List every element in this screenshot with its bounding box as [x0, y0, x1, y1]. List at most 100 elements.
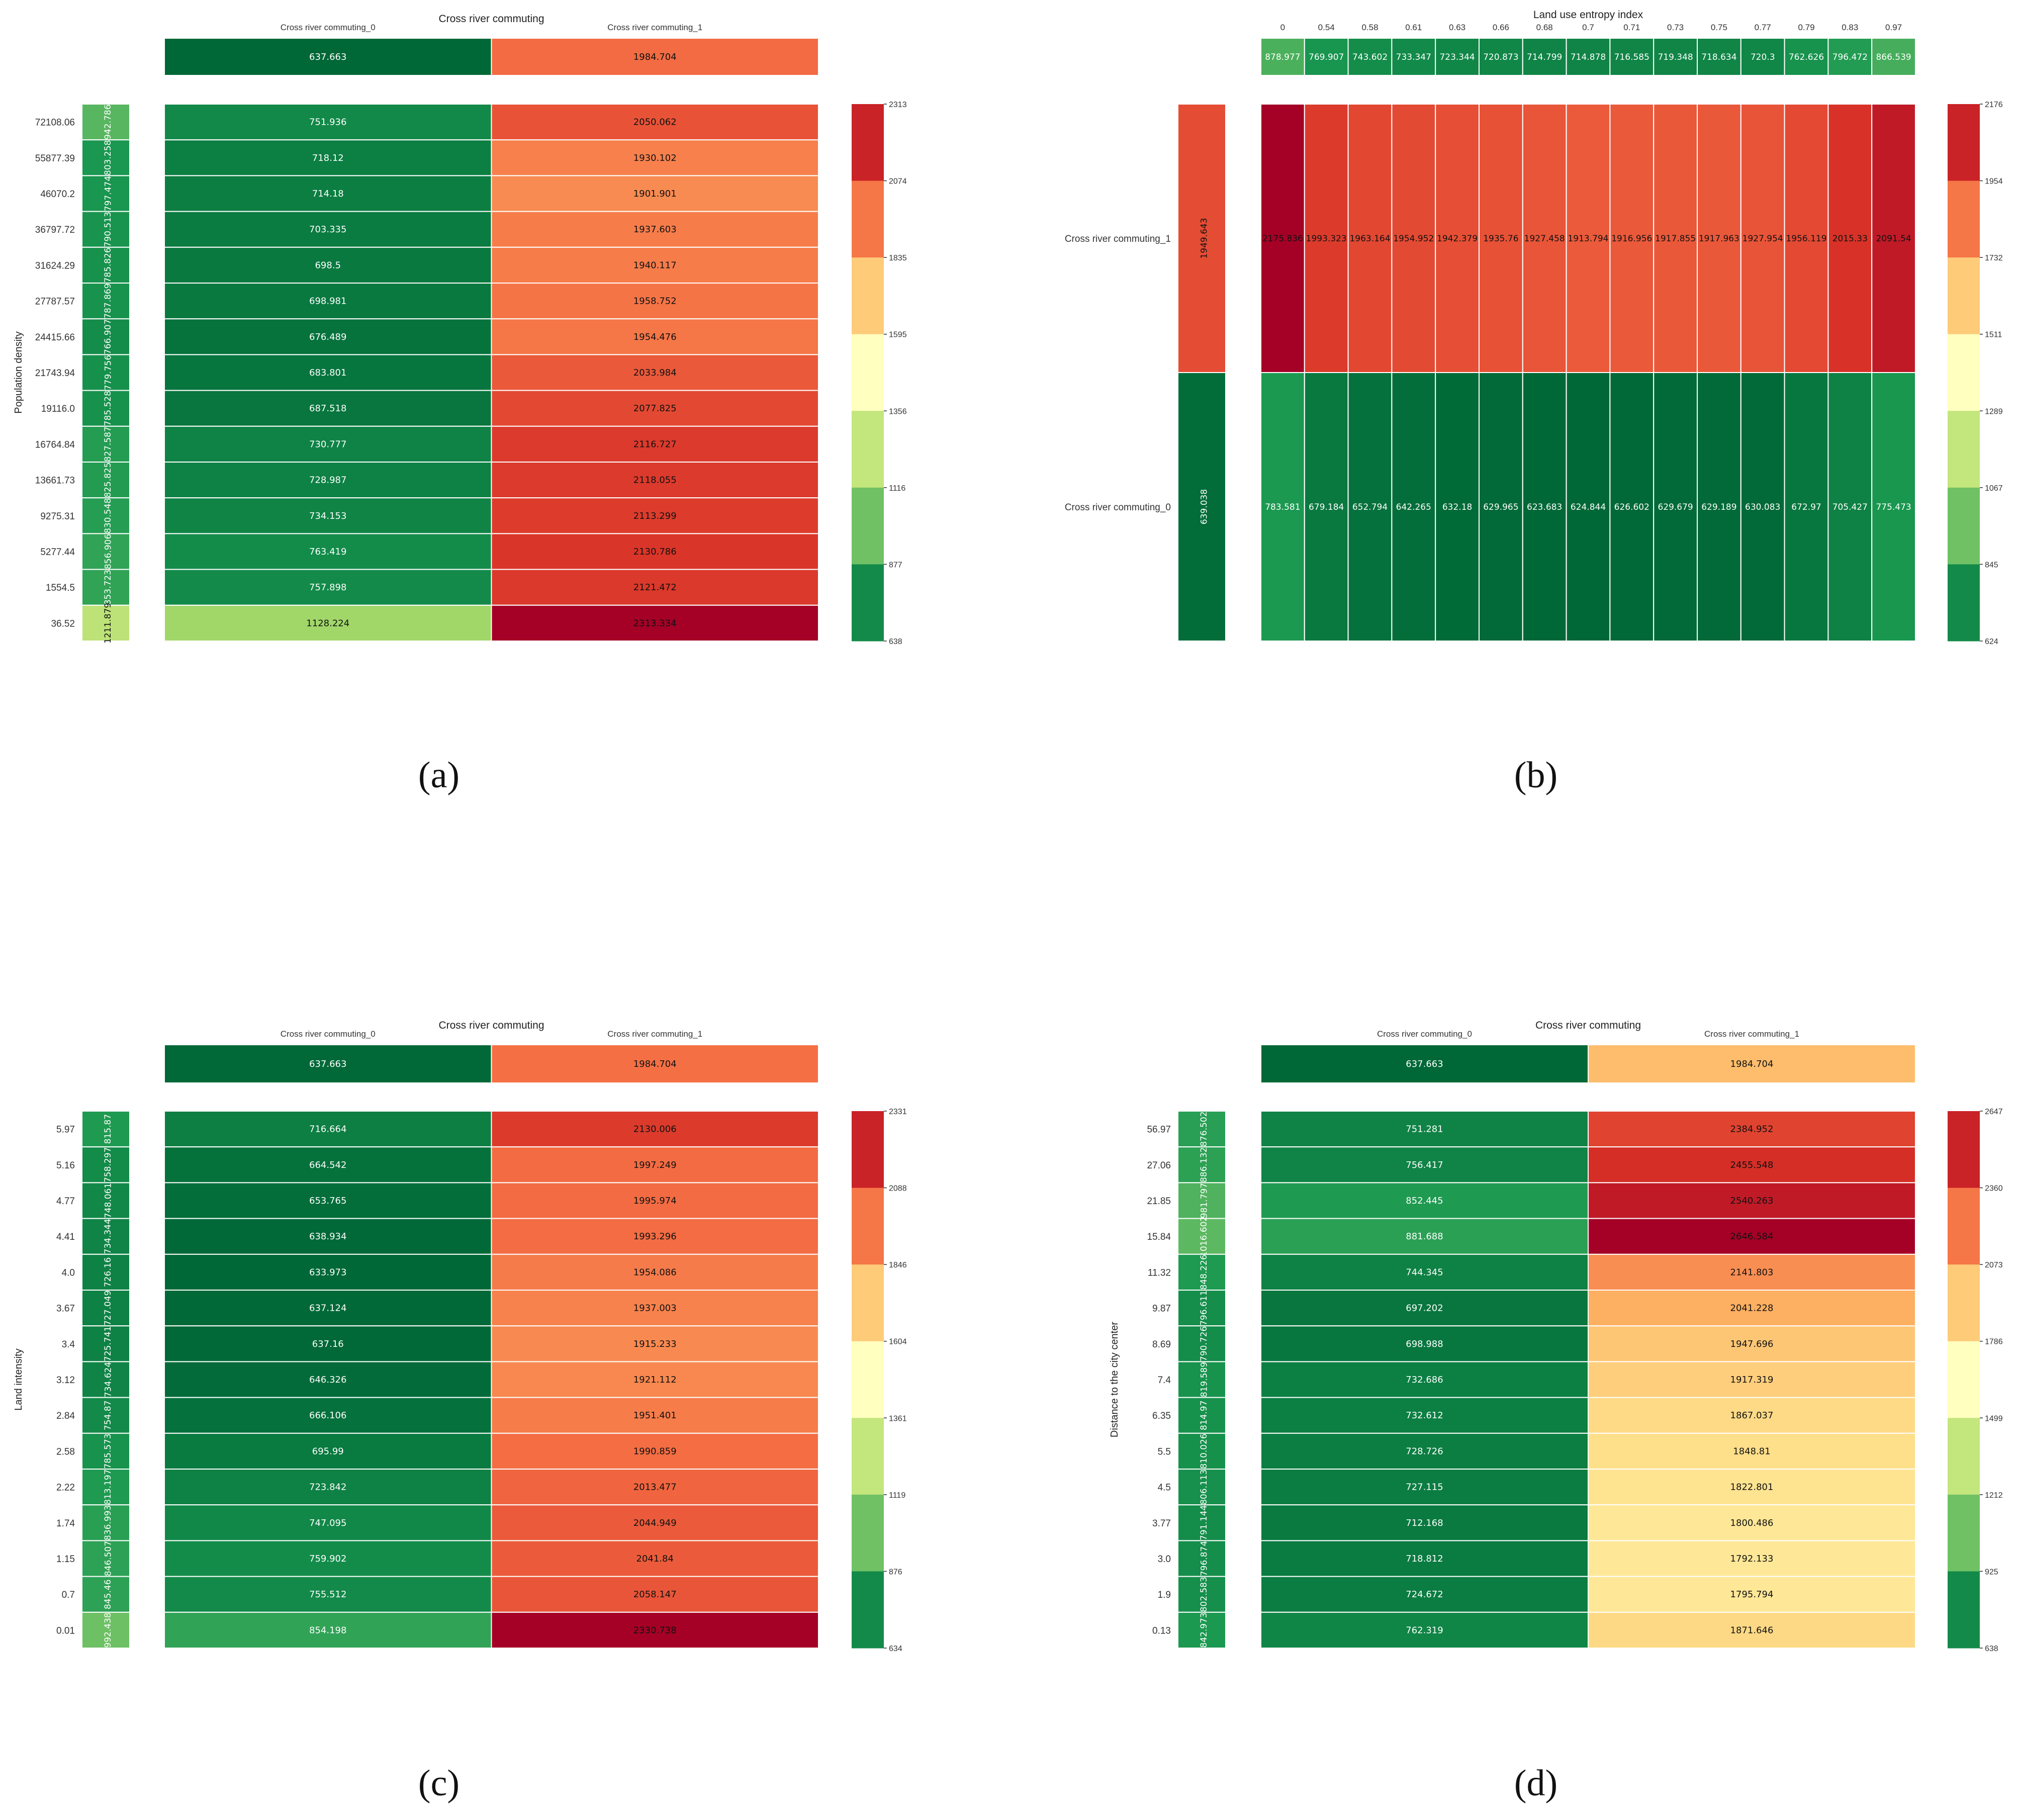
- pd-top-marginal-label: 637.663: [1406, 1059, 1443, 1069]
- pb-top-marginal-label: 718.634: [1701, 52, 1736, 62]
- panel-label-a: (a): [418, 755, 460, 796]
- pb-top-marginal-label: 714.878: [1571, 52, 1606, 62]
- pd-cell-label: 1792.133: [1730, 1554, 1774, 1564]
- pc-heatmap-cell: [491, 1146, 819, 1184]
- pb-top-marginal-cell: [1260, 38, 1305, 76]
- pc-colorbar-segment: [852, 1571, 884, 1649]
- pa-colorbar-segment: [852, 104, 884, 181]
- pd-side-marginal-label: 796.611: [1199, 1290, 1209, 1325]
- pa-heatmap-cell: [491, 425, 819, 463]
- pd-side-marginal-label: 796.874: [1199, 1541, 1209, 1576]
- pa-heatmap-cell: [491, 246, 819, 284]
- pd-colorbar-tick-label: 925: [1985, 1568, 1998, 1576]
- pa-heatmap-cell: [491, 569, 819, 606]
- pa-side-marginal-label: 827.587: [103, 426, 113, 462]
- pa-colorbar-segment: [852, 564, 884, 642]
- pb-colorbar-tick-label: 1954: [1985, 177, 2003, 186]
- pb-heatmap-cell: [1479, 104, 1523, 373]
- pd-heatmap-cell: [1260, 1361, 1589, 1398]
- pc-heatmap-cell: [164, 1182, 492, 1219]
- pa-cell-label: 751.936: [309, 117, 346, 128]
- pc-heatmap-cell: [491, 1361, 819, 1398]
- pb-cell-label: 2091.54: [1876, 234, 1911, 244]
- pa-row-label: 36.52: [51, 618, 75, 629]
- pc-heatmap-cell: [491, 1469, 819, 1506]
- pb-cell-label: 1963.164: [1349, 234, 1390, 244]
- pc-side-marginal-label: 836.993: [103, 1505, 113, 1540]
- pd-row-label: 3.77: [1152, 1518, 1171, 1529]
- pd-heatmap-cell: [1588, 1397, 1916, 1434]
- pd-side-marginal-label: 802.583: [1199, 1577, 1209, 1612]
- pb-top-marginal-label: 866.539: [1876, 52, 1911, 62]
- pd-colorbar-tick-label: 2647: [1985, 1108, 2003, 1116]
- pd-cell-label: 724.672: [1406, 1589, 1443, 1600]
- pd-heatmap-cell: [1588, 1361, 1916, 1398]
- pb-top-marginal-cell: [1347, 38, 1393, 76]
- pc-colorbar-tick-label: 634: [889, 1645, 902, 1653]
- pa-colorbar-tick-label: 1116: [889, 484, 905, 493]
- pc-cell-label: 2041.84: [636, 1554, 674, 1564]
- pd-side-marginal-cell: [1177, 1576, 1226, 1613]
- pc-side-marginal-label: 813.197: [103, 1469, 113, 1504]
- pb-colorbar-segment: [1948, 564, 1980, 642]
- pa-side-marginal-label: 797.474: [103, 176, 113, 211]
- pc-side-marginal-label: 748.061: [103, 1183, 113, 1218]
- pb-cell-label: 783.581: [1265, 502, 1300, 512]
- pb-col-label: 0.61: [1405, 23, 1422, 32]
- pb-heatmap-cell: [1391, 104, 1436, 373]
- pc-colorbar-tick-label: 1119: [889, 1491, 905, 1500]
- pa-heatmap-cell: [164, 104, 492, 141]
- pd-col-label: Cross river commuting_0: [1377, 1029, 1472, 1039]
- pc-heatmap-cell: [491, 1397, 819, 1434]
- pd-cell-label: 2646.584: [1730, 1231, 1774, 1242]
- pd-side-marginal-label: 791.144: [1199, 1505, 1209, 1540]
- pa-cell-label: 2121.472: [633, 582, 677, 593]
- pb-col-label: 0.97: [1885, 23, 1902, 32]
- pb-cell-label: 1917.855: [1655, 234, 1696, 244]
- pa-cell-label: 1901.901: [633, 189, 677, 199]
- pd-heatmap-cell: [1588, 1504, 1916, 1541]
- pa-cell-label: 2077.825: [633, 403, 677, 414]
- pc-colorbar-tick-label: 2088: [889, 1185, 907, 1193]
- pd-side-marginal-label: 790.726: [1199, 1326, 1209, 1361]
- pc-cell-label: 653.765: [309, 1196, 346, 1206]
- pb-col-label: 0.77: [1755, 23, 1771, 32]
- pb-top-marginal-label: 796.472: [1832, 52, 1868, 62]
- pc-col-label: Cross river commuting_1: [607, 1029, 702, 1039]
- pa-cell-label: 2113.299: [633, 511, 677, 521]
- pc-side-marginal-cell: [81, 1361, 130, 1398]
- pc-side-marginal-label: 727.049: [103, 1290, 113, 1325]
- pc-side-marginal-cell: [81, 1146, 130, 1184]
- pa-side-marginal-label: 856.906: [103, 534, 113, 569]
- pa-row-label: 24415.66: [35, 332, 75, 343]
- pc-colorbar-tick-label: 876: [889, 1568, 902, 1576]
- pb-colorbar-tick-label: 2176: [1985, 101, 2003, 109]
- pd-colorbar-segment: [1948, 1571, 1980, 1649]
- pa-heatmap-cell: [164, 604, 492, 642]
- pb-heatmap-cell: [1347, 372, 1393, 642]
- pb-col-label: 0.83: [1842, 23, 1858, 32]
- pa-cell-label: 1937.603: [633, 224, 677, 235]
- pb-cell-label: 629.965: [1483, 502, 1518, 512]
- pc-heatmap-cell: [491, 1504, 819, 1541]
- pb-heatmap-cell: [1435, 104, 1480, 373]
- pa-cell-label: 2116.727: [633, 439, 677, 449]
- pa-cell-label: 676.489: [309, 332, 346, 342]
- pb-top-marginal-label: 762.626: [1789, 52, 1824, 62]
- pc-row-label: 4.0: [62, 1267, 75, 1278]
- pd-row-label: 21.85: [1147, 1196, 1171, 1207]
- pc-cell-label: 854.198: [309, 1625, 346, 1635]
- pd-title: Cross river commuting: [1535, 1020, 1641, 1031]
- pd-cell-label: 698.988: [1406, 1339, 1443, 1349]
- pd-heatmap-cell: [1260, 1540, 1589, 1577]
- pb-heatmap-cell: [1697, 104, 1741, 373]
- pb-top-marginal-cell: [1566, 38, 1611, 76]
- pd-cell-label: 2384.952: [1730, 1124, 1774, 1135]
- pa-colorbar-segment: [852, 257, 884, 335]
- pd-row-label: 9.87: [1152, 1304, 1171, 1314]
- pd-y-axis-label: Distance to the city center: [1109, 1322, 1120, 1437]
- pc-colorbar-tick-label: 2331: [889, 1108, 907, 1116]
- pb-colorbar-segment: [1948, 411, 1980, 488]
- pd-heatmap-cell: [1588, 1218, 1916, 1255]
- pc-side-marginal-cell: [81, 1540, 130, 1577]
